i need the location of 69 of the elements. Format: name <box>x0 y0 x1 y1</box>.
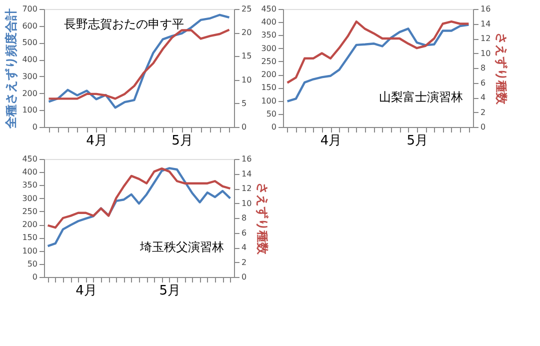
y2-tick-label: 5 <box>242 98 247 108</box>
y2-tick-label: 6 <box>480 78 486 88</box>
y2-tick-label: 10 <box>242 198 252 208</box>
y-tick-label: 200 <box>261 70 276 80</box>
y2-tick-label: 25 <box>242 4 252 14</box>
y-tick-label: 0 <box>32 122 38 132</box>
y-tick-label: 600 <box>22 21 38 30</box>
y2-tick-label: 2 <box>480 108 486 117</box>
x-tick-label: 5月 <box>159 284 181 298</box>
y2-tick-label: 6 <box>242 228 247 238</box>
y-tick-label: 200 <box>22 88 38 98</box>
y2-tick-label: 4 <box>242 243 247 252</box>
y-tick-label: 50 <box>27 259 38 268</box>
x-tick-label: 5月 <box>172 134 193 148</box>
y-tick-label: 300 <box>22 194 38 203</box>
y-tick-label: 500 <box>22 38 38 48</box>
y2-tick-label: 8 <box>480 64 486 72</box>
x-tick-label: 4月 <box>320 134 342 148</box>
y2-tick-label: 12 <box>242 184 252 193</box>
x-tick-label: 4月 <box>86 134 108 148</box>
y-axis-title: 全種さえずり頻度合計 <box>4 8 18 130</box>
line-series <box>286 24 470 102</box>
y2-tick-label: 0 <box>242 272 247 282</box>
y-tick-label: 450 <box>22 154 38 164</box>
x-tick-label: 5月 <box>406 134 428 148</box>
line-series <box>286 20 470 84</box>
text: 山梨富士演習林 <box>379 90 463 104</box>
y-tick-label: 700 <box>22 4 38 14</box>
y-tick-label: 300 <box>261 44 276 53</box>
y-tick-label: 100 <box>22 246 38 256</box>
y-tick-label: 400 <box>22 55 38 64</box>
y2-tick-label: 0 <box>242 122 247 132</box>
y2-tick-label: 16 <box>480 4 491 14</box>
y-tick-label: 0 <box>32 272 38 282</box>
y-tick-label: 200 <box>22 220 38 230</box>
y-tick-label: 150 <box>22 233 38 242</box>
y2-tick-label: 20 <box>242 28 252 38</box>
y2-tick-label: 10 <box>480 48 491 58</box>
y-tick-label: 150 <box>261 83 276 92</box>
y-tick-label: 450 <box>261 4 276 14</box>
y2-tick-label: 14 <box>242 169 252 178</box>
y-tick-label: 50 <box>266 109 276 118</box>
text: 埼玉秩父演習林 <box>139 240 224 254</box>
y2-tick-label: 10 <box>242 75 252 84</box>
y-tick-label: 0 <box>271 122 276 132</box>
y-tick-label: 100 <box>261 96 276 106</box>
y-tick-label: 350 <box>22 180 38 190</box>
y2-tick-label: 2 <box>242 258 247 267</box>
line-series <box>46 167 232 229</box>
y-tick-label: 400 <box>261 18 276 27</box>
y2-tick-label: 15 <box>242 52 252 61</box>
x-tick-label: 4月 <box>76 284 97 298</box>
y2-axis-title: さえずり種数 <box>256 182 270 256</box>
line-series <box>48 28 230 100</box>
y2-tick-label: 12 <box>480 34 491 43</box>
y-tick-label: 250 <box>22 206 38 216</box>
y2-tick-label: 4 <box>480 93 486 102</box>
y-tick-label: 250 <box>261 56 276 66</box>
y2-axis-title: さえずり種数 <box>494 32 509 106</box>
y2-tick-label: 16 <box>242 154 252 164</box>
text: 長野志賀おたの申す平 <box>64 17 184 31</box>
line-series <box>48 14 230 109</box>
y2-tick-label: 0 <box>480 122 486 132</box>
y2-tick-label: 8 <box>242 214 247 222</box>
y-tick-label: 350 <box>261 30 276 40</box>
y2-tick-label: 14 <box>480 19 491 28</box>
y-tick-label: 400 <box>22 168 38 177</box>
y-tick-label: 300 <box>22 72 38 81</box>
y-tick-label: 100 <box>22 106 38 115</box>
